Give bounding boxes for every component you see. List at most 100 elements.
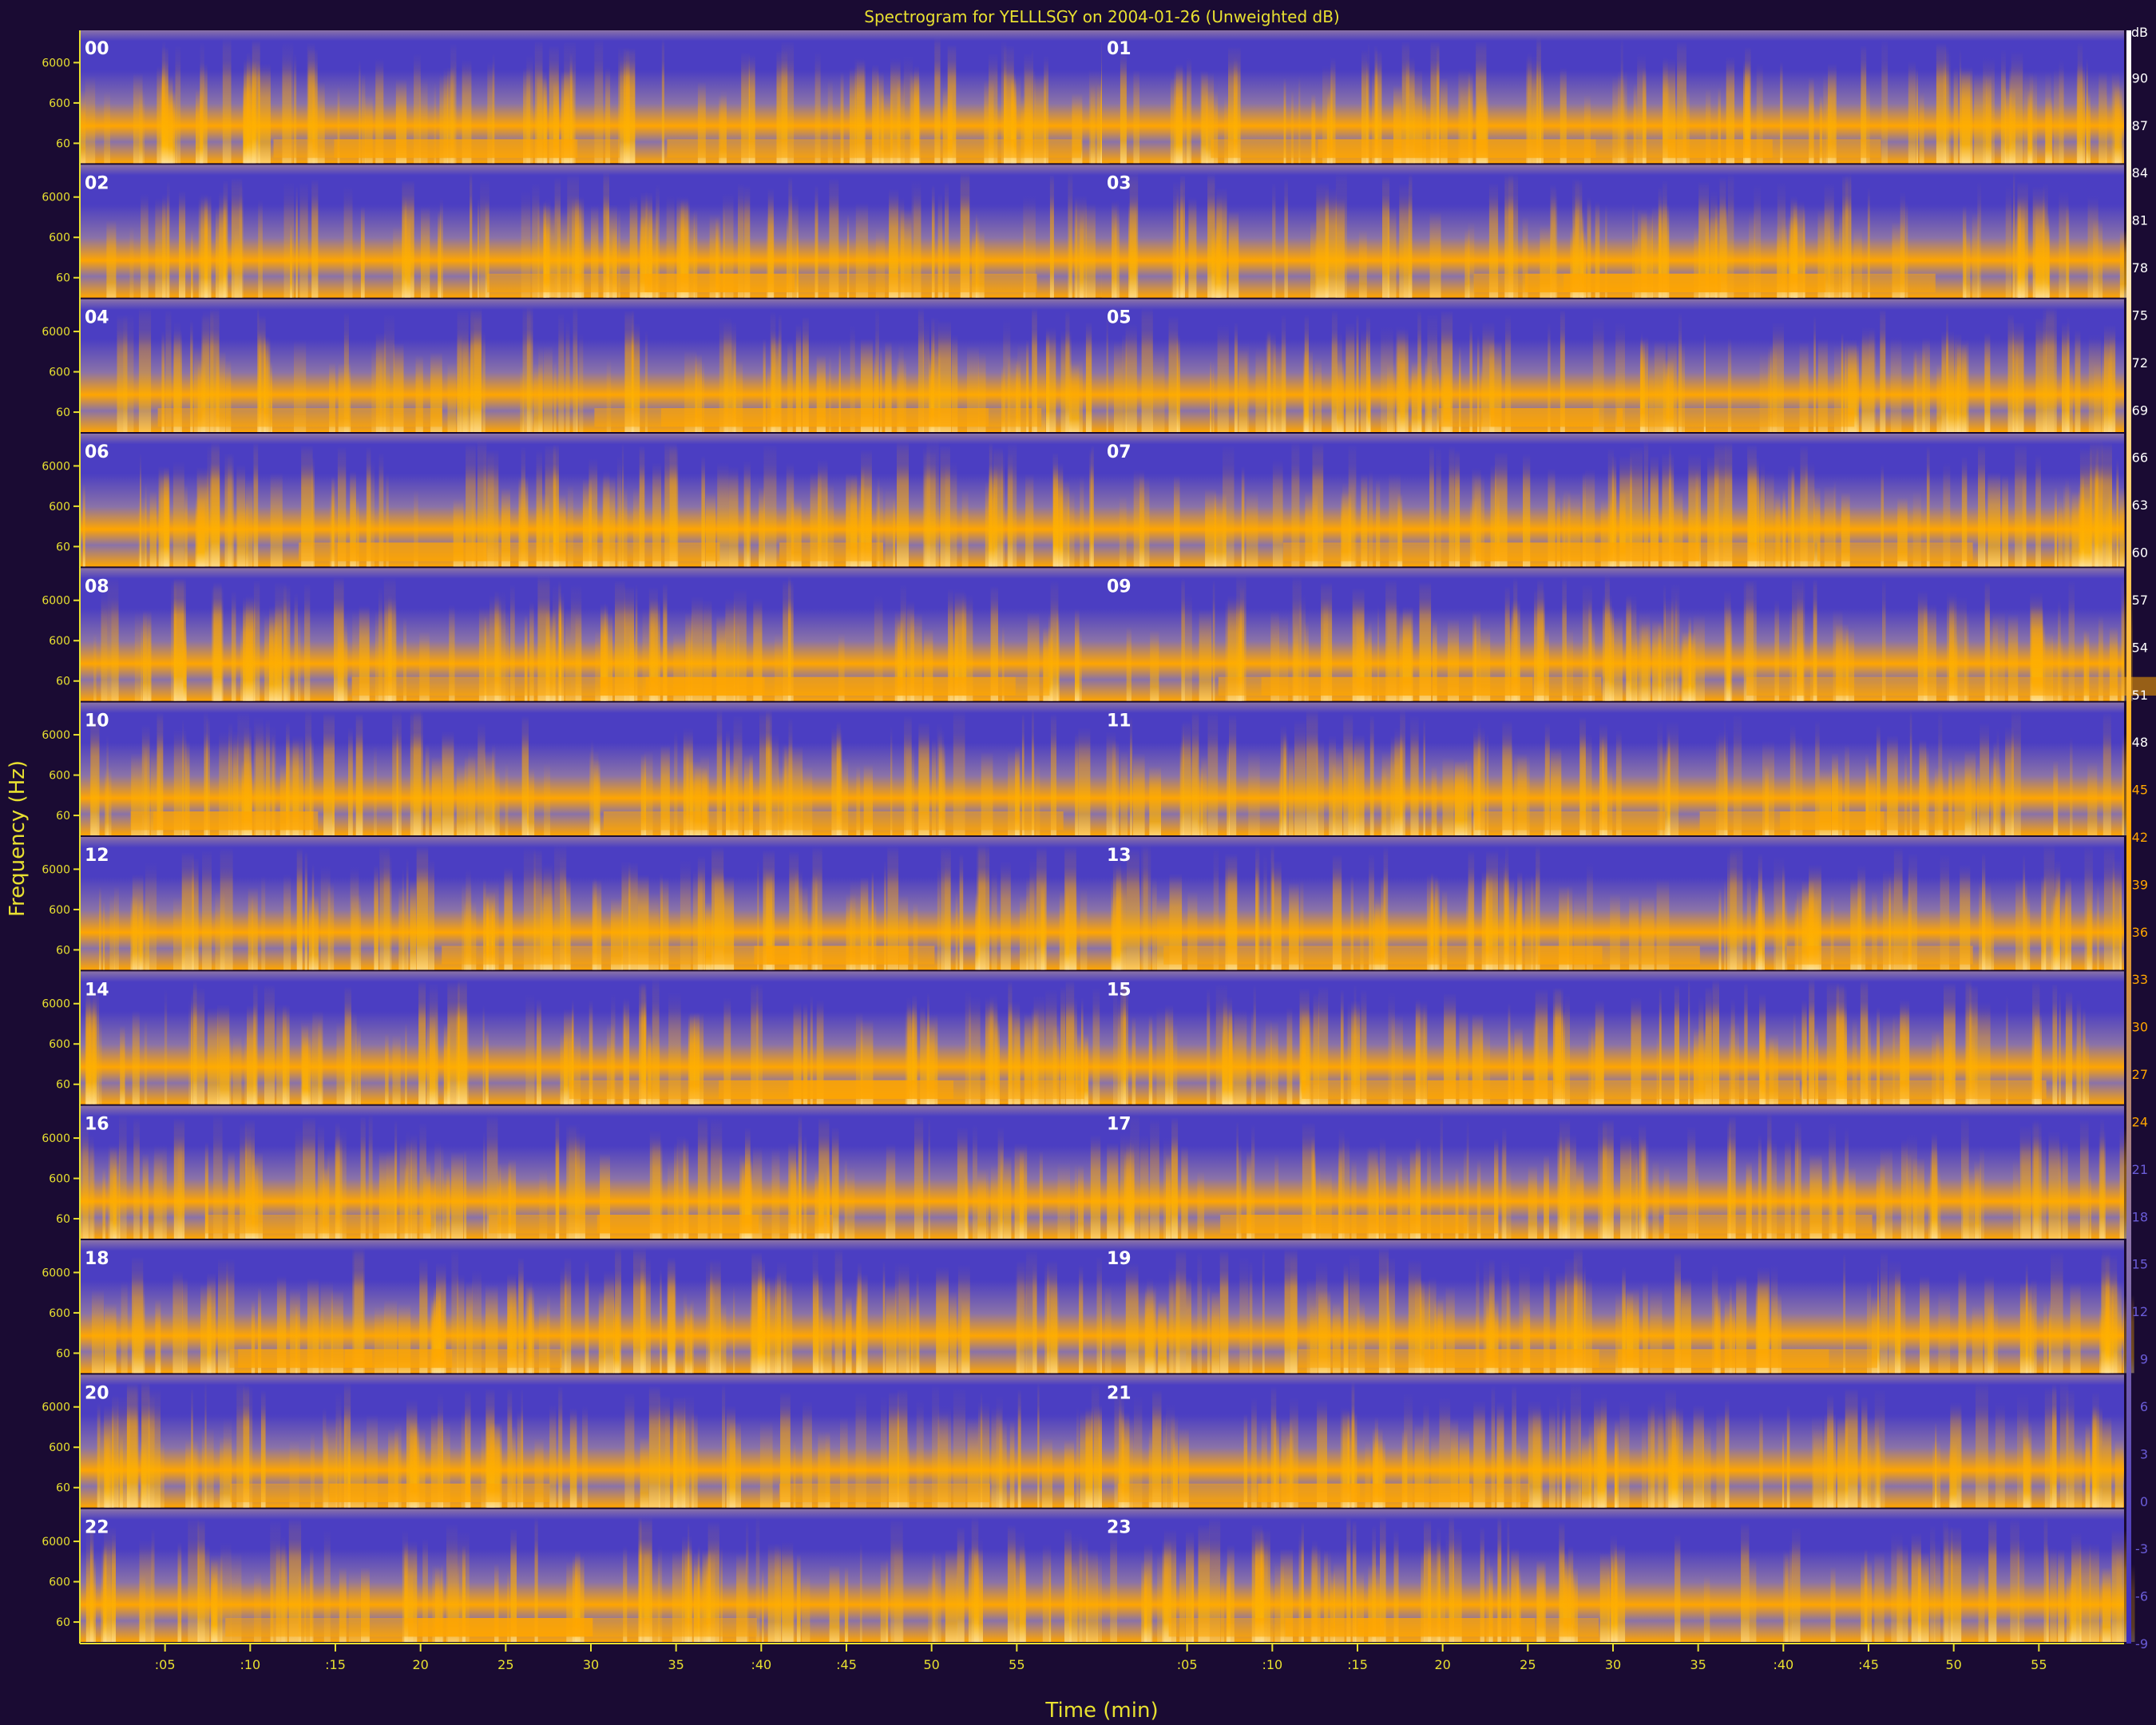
spectral-streak: [1348, 444, 1357, 567]
low-frequency-band: [1663, 1215, 1873, 1234]
spectral-streak: [1374, 1416, 1378, 1508]
spectral-streak: [1476, 1159, 1481, 1239]
spectral-streak: [1767, 345, 1778, 432]
spectral-streak: [216, 351, 226, 432]
spectral-streak: [1421, 1551, 1425, 1642]
spectral-streak: [257, 307, 260, 432]
spectral-streak: [1652, 1160, 1659, 1239]
high-frequency-band: [1102, 1119, 2124, 1152]
spectral-streak: [894, 1262, 900, 1374]
spectral-streak: [2076, 999, 2082, 1104]
spectral-streak: [1097, 83, 1104, 164]
spectral-streak: [1303, 349, 1313, 432]
spectral-streak: [1472, 610, 1481, 701]
spectral-streak: [1168, 1267, 1180, 1374]
colorbar-tick-label: -3: [2135, 1541, 2148, 1556]
spectral-streak: [1712, 979, 1719, 1104]
colorbar-tick-label: 30: [2132, 1020, 2148, 1035]
spectral-streak: [1588, 1421, 1594, 1508]
spectral-streak: [1355, 1571, 1364, 1642]
x-tick-label: 35: [1690, 1657, 1706, 1672]
spectral-streak: [1003, 1156, 1012, 1239]
spectral-streak: [1017, 1390, 1021, 1508]
spectral-streak: [1125, 1263, 1139, 1374]
spectral-streak: [1116, 200, 1120, 298]
spectral-streak: [2096, 884, 2099, 970]
spectral-streak: [1545, 629, 1549, 701]
spectral-streak: [413, 711, 423, 835]
spectral-streak: [1912, 1157, 1924, 1239]
spectral-streak: [433, 1287, 442, 1374]
spectral-streak: [589, 999, 593, 1104]
spectral-streak: [113, 1162, 121, 1239]
spectral-streak: [949, 623, 959, 701]
spectral-streak: [844, 1566, 849, 1642]
spectral-streak: [1650, 455, 1659, 567]
panel-hour-label: 07: [1107, 442, 1132, 462]
spectral-streak: [1290, 1427, 1294, 1508]
spectral-streak: [1477, 335, 1480, 432]
spectral-streak: [1865, 1017, 1872, 1104]
spectral-streak: [1774, 599, 1780, 701]
spectral-streak: [534, 1517, 538, 1642]
spectral-streak: [999, 1419, 1007, 1508]
spectral-streak: [1706, 88, 1711, 164]
spectral-streak: [1714, 1292, 1721, 1374]
spectral-streak: [1023, 196, 1036, 298]
spectral-streak: [485, 1029, 489, 1104]
spectral-streak: [767, 212, 775, 298]
spectral-streak: [1241, 466, 1245, 567]
spectral-streak: [820, 1305, 832, 1374]
spectral-streak: [1283, 732, 1289, 835]
spectral-streak: [623, 1545, 628, 1642]
spectral-streak: [394, 1422, 402, 1508]
spectral-streak: [1302, 350, 1308, 432]
spectral-streak: [787, 576, 791, 701]
spectral-streak: [874, 595, 883, 701]
spectral-streak: [294, 54, 297, 164]
spectral-streak: [1090, 1134, 1101, 1239]
colorbar-tick-label: 36: [2132, 925, 2148, 940]
spectral-streak: [1716, 1410, 1727, 1508]
colorbar-tick-label: 9: [2140, 1352, 2148, 1367]
spectral-streak: [1003, 319, 1011, 432]
spectral-streak: [650, 598, 660, 701]
spectral-streak: [207, 1272, 216, 1374]
spectral-streak: [961, 489, 969, 567]
spectral-streak: [1075, 732, 1078, 835]
spectral-streak: [767, 1275, 776, 1374]
spectral-streak: [261, 875, 266, 970]
spectral-streak: [1571, 178, 1579, 298]
spectral-streak: [1369, 715, 1374, 835]
spectral-streak: [1756, 63, 1763, 164]
spectral-streak: [1047, 1260, 1057, 1374]
spectral-streak: [344, 986, 351, 1104]
spectral-streak: [538, 346, 544, 432]
spectral-streak: [565, 875, 571, 970]
spectral-streak: [1375, 50, 1382, 164]
colorbar-tick-label: 60: [2132, 545, 2148, 561]
spectral-streak: [1119, 494, 1127, 567]
spectral-streak: [350, 866, 359, 970]
spectrogram-panel: 17: [1102, 1105, 2127, 1239]
spectral-streak: [640, 753, 647, 835]
spectral-streak: [82, 483, 85, 567]
spectral-streak: [1068, 220, 1072, 298]
y-tick-label: 600: [49, 1307, 70, 1320]
spectral-streak: [2017, 1537, 2025, 1642]
spectral-streak: [931, 1552, 941, 1642]
spectral-streak: [778, 766, 786, 835]
spectral-streak: [1785, 1552, 1789, 1642]
spectral-streak: [1986, 74, 1992, 164]
high-frequency-band: [1102, 312, 2124, 346]
spectral-streak: [676, 196, 688, 298]
spectral-streak: [938, 320, 951, 432]
spectral-streak: [339, 1414, 347, 1508]
spectral-streak: [840, 71, 844, 164]
spectral-streak: [226, 1259, 235, 1374]
spectral-streak: [816, 355, 826, 432]
spectral-streak: [858, 1262, 862, 1374]
spectral-streak: [463, 1150, 467, 1239]
colorbar-tick-label: 12: [2132, 1304, 2148, 1319]
spectral-streak: [2059, 58, 2064, 164]
